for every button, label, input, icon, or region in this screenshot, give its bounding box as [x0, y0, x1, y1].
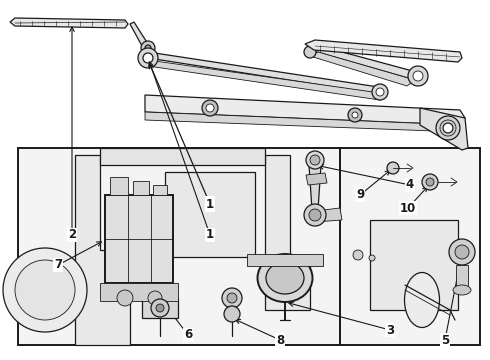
Circle shape [151, 299, 169, 317]
Circle shape [145, 45, 151, 51]
Circle shape [426, 178, 434, 186]
Polygon shape [75, 155, 130, 345]
Circle shape [455, 245, 469, 259]
Circle shape [309, 209, 321, 221]
Circle shape [376, 88, 384, 96]
Polygon shape [145, 112, 462, 132]
Bar [370, 220, 458, 310]
Circle shape [353, 250, 363, 260]
Ellipse shape [258, 254, 313, 302]
Polygon shape [315, 208, 342, 222]
Polygon shape [10, 18, 128, 28]
Circle shape [352, 112, 358, 118]
Polygon shape [130, 22, 148, 46]
Polygon shape [148, 60, 380, 100]
Bar [142, 298, 178, 318]
Circle shape [224, 306, 240, 322]
Ellipse shape [405, 273, 440, 328]
Text: 1: 1 [206, 198, 214, 211]
Polygon shape [18, 148, 340, 345]
Text: 6: 6 [184, 328, 192, 342]
Polygon shape [145, 95, 465, 125]
Circle shape [202, 100, 218, 116]
Circle shape [3, 248, 87, 332]
Circle shape [306, 151, 324, 169]
Circle shape [449, 239, 475, 265]
Circle shape [227, 293, 237, 303]
Polygon shape [100, 148, 265, 165]
Circle shape [387, 162, 399, 174]
Circle shape [143, 53, 153, 63]
Text: 7: 7 [54, 258, 62, 271]
Polygon shape [305, 40, 462, 62]
Ellipse shape [453, 285, 471, 295]
Polygon shape [247, 254, 323, 266]
Bar [153, 185, 167, 195]
Polygon shape [306, 173, 327, 185]
Text: 4: 4 [406, 179, 414, 192]
Text: 5: 5 [441, 333, 449, 346]
Polygon shape [310, 46, 420, 80]
Circle shape [372, 84, 388, 100]
Ellipse shape [266, 262, 304, 294]
Circle shape [15, 260, 75, 320]
Circle shape [369, 255, 375, 261]
Bar [165, 172, 255, 257]
Circle shape [304, 204, 326, 226]
Polygon shape [420, 108, 468, 150]
Polygon shape [310, 52, 415, 86]
Polygon shape [265, 155, 310, 310]
Circle shape [138, 48, 158, 68]
Circle shape [222, 288, 242, 308]
Text: 8: 8 [276, 333, 284, 346]
Text: 2: 2 [68, 229, 76, 242]
Polygon shape [456, 265, 468, 287]
Circle shape [304, 46, 316, 58]
Bar [105, 195, 173, 283]
Polygon shape [309, 165, 321, 210]
Bar [133, 181, 149, 195]
Circle shape [436, 116, 460, 140]
Polygon shape [100, 283, 178, 301]
Circle shape [148, 291, 162, 305]
Bar [110, 177, 128, 195]
Circle shape [141, 41, 155, 55]
Text: 3: 3 [386, 324, 394, 337]
Circle shape [443, 123, 453, 133]
Circle shape [413, 71, 423, 81]
Circle shape [206, 104, 214, 112]
Text: 1: 1 [206, 229, 214, 242]
Circle shape [348, 108, 362, 122]
Circle shape [408, 66, 428, 86]
Circle shape [117, 290, 133, 306]
Polygon shape [148, 52, 385, 95]
Circle shape [422, 174, 438, 190]
Polygon shape [340, 148, 480, 345]
Text: 10: 10 [400, 202, 416, 215]
Circle shape [156, 304, 164, 312]
Circle shape [310, 155, 320, 165]
Text: 9: 9 [356, 189, 364, 202]
